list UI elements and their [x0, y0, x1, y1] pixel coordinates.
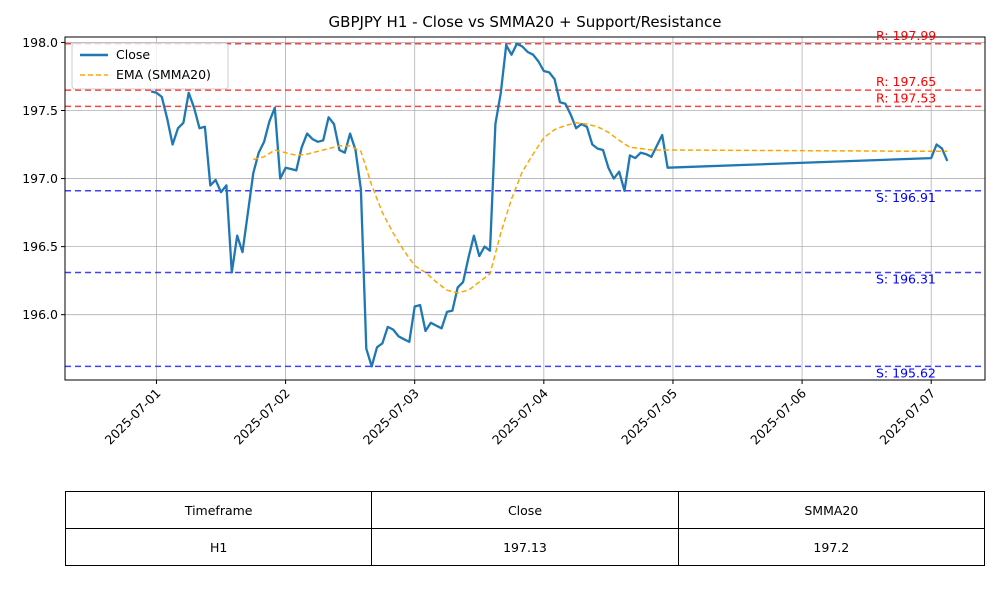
y-tick-label: 198.0 — [22, 35, 58, 50]
series-lines — [150, 42, 949, 368]
table-header-row: Timeframe Close SMMA20 — [64, 491, 986, 529]
smma20-line — [253, 122, 948, 294]
x-tick-label: 2025-07-05 — [618, 386, 680, 448]
table-header-cell: Close — [371, 491, 679, 529]
support-label: S: 196.31 — [876, 271, 936, 286]
table-cell-timeframe: H1 — [64, 528, 373, 566]
x-tick-label: 2025-07-03 — [360, 386, 422, 448]
x-tick-label: 2025-07-07 — [876, 386, 938, 448]
legend-smma-label: EMA (SMMA20) — [116, 67, 211, 82]
resistance-label: R: 197.99 — [876, 28, 936, 43]
x-tick-label: 2025-07-01 — [102, 386, 164, 448]
x-tick-label: 2025-07-02 — [231, 386, 293, 448]
close-line — [150, 42, 949, 368]
table-header-cell: SMMA20 — [677, 491, 986, 529]
y-tick-label: 197.0 — [22, 171, 58, 186]
legend: Close EMA (SMMA20) — [71, 42, 229, 90]
y-axis-ticks: 196.0 196.5 197.0 197.5 198.0 — [22, 35, 65, 322]
y-tick-label: 196.0 — [22, 307, 58, 322]
x-tick-label: 2025-07-06 — [747, 385, 809, 447]
support-label: S: 195.62 — [876, 365, 936, 380]
chart-title: GBPJPY H1 - Close vs SMMA20 + Support/Re… — [329, 13, 722, 31]
support-resistance-levels — [65, 43, 985, 368]
support-label: S: 196.91 — [876, 190, 936, 205]
summary-table: Timeframe Close SMMA20 H1 197.13 197.2 — [64, 491, 986, 566]
table-row: H1 197.13 197.2 — [64, 528, 986, 566]
table-cell-close: 197.13 — [371, 528, 679, 566]
table-header-cell: Timeframe — [64, 491, 373, 529]
legend-close-label: Close — [116, 47, 150, 62]
resistance-label: R: 197.53 — [876, 90, 936, 105]
y-tick-label: 197.5 — [22, 103, 58, 118]
x-axis-ticks: 2025-07-01 2025-07-02 2025-07-03 2025-07-04… — [102, 380, 938, 448]
table-cell-smma20: 197.2 — [677, 528, 986, 566]
price-chart: GBPJPY H1 - Close vs SMMA20 + Support/Re… — [22, 13, 986, 448]
x-tick-label: 2025-07-04 — [489, 385, 551, 447]
plot-frame — [64, 36, 986, 381]
y-tick-label: 196.5 — [22, 239, 58, 254]
level-labels: R: 197.99 R: 197.65R: 197.53 S: 196.91 S: 1… — [876, 28, 936, 381]
legend-frame — [71, 42, 229, 90]
resistance-label: R: 197.65 — [876, 74, 936, 89]
